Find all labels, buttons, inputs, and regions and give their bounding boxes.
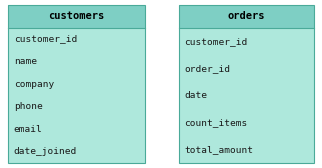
Bar [8,5,145,163]
Text: customer_id: customer_id [14,34,77,44]
Text: order_id: order_id [185,64,231,73]
Text: customer_id: customer_id [185,37,248,46]
Bar [8,28,145,163]
Text: company: company [14,80,54,89]
Text: customers: customers [48,11,105,21]
Text: phone: phone [14,102,43,111]
Text: total_amount: total_amount [185,145,253,154]
Text: email: email [14,125,43,134]
Bar [8,5,145,28]
Bar [179,28,314,163]
Bar [179,5,314,28]
Text: name: name [14,57,37,66]
Bar [179,5,314,163]
Text: date_joined: date_joined [14,147,77,156]
Text: count_items: count_items [185,118,248,127]
Text: date: date [185,91,207,100]
Text: orders: orders [228,11,265,21]
